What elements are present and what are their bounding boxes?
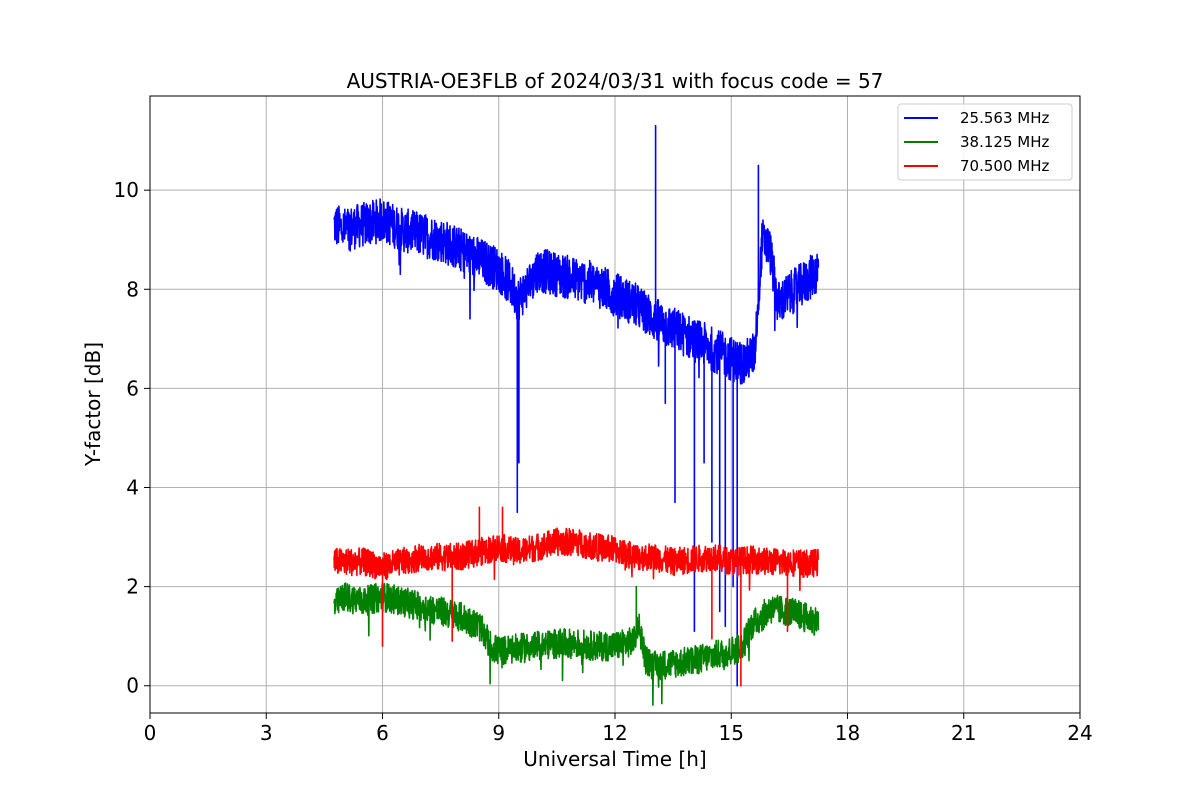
- x-tick-label: 12: [602, 721, 627, 745]
- legend-label: 70.500 MHz: [960, 157, 1049, 175]
- series-line-2: [333, 582, 820, 706]
- y-axis: 0 2 4 6 8 10: [114, 178, 150, 698]
- x-axis: 0 3 6 9 12 15 18 21 24: [144, 713, 1093, 745]
- x-tick-label: 9: [492, 721, 505, 745]
- series-line-3: [333, 506, 820, 687]
- y-axis-label: Y-factor [dB]: [81, 342, 105, 467]
- legend: 25.563 MHz 38.125 MHz 70.500 MHz: [897, 103, 1073, 181]
- chart-title: AUSTRIA-OE3FLB of 2024/03/31 with focus …: [347, 69, 884, 93]
- legend-box: [897, 103, 1073, 181]
- legend-label: 38.125 MHz: [960, 133, 1049, 151]
- y-tick-label: 10: [114, 178, 139, 202]
- x-tick-label: 0: [144, 721, 157, 745]
- y-tick-label: 0: [126, 674, 139, 698]
- x-tick-label: 21: [951, 721, 976, 745]
- x-axis-label: Universal Time [h]: [523, 747, 706, 771]
- plot-area: [333, 124, 820, 706]
- y-tick-label: 4: [126, 476, 139, 500]
- x-tick-label: 18: [835, 721, 860, 745]
- y-tick-label: 6: [126, 376, 139, 400]
- series-line-1: [333, 124, 820, 687]
- legend-label: 25.563 MHz: [960, 109, 1049, 127]
- y-tick-label: 2: [126, 575, 139, 599]
- x-tick-label: 3: [260, 721, 273, 745]
- x-tick-label: 15: [719, 721, 744, 745]
- y-tick-label: 8: [126, 277, 139, 301]
- x-tick-label: 24: [1067, 721, 1092, 745]
- x-tick-label: 6: [376, 721, 389, 745]
